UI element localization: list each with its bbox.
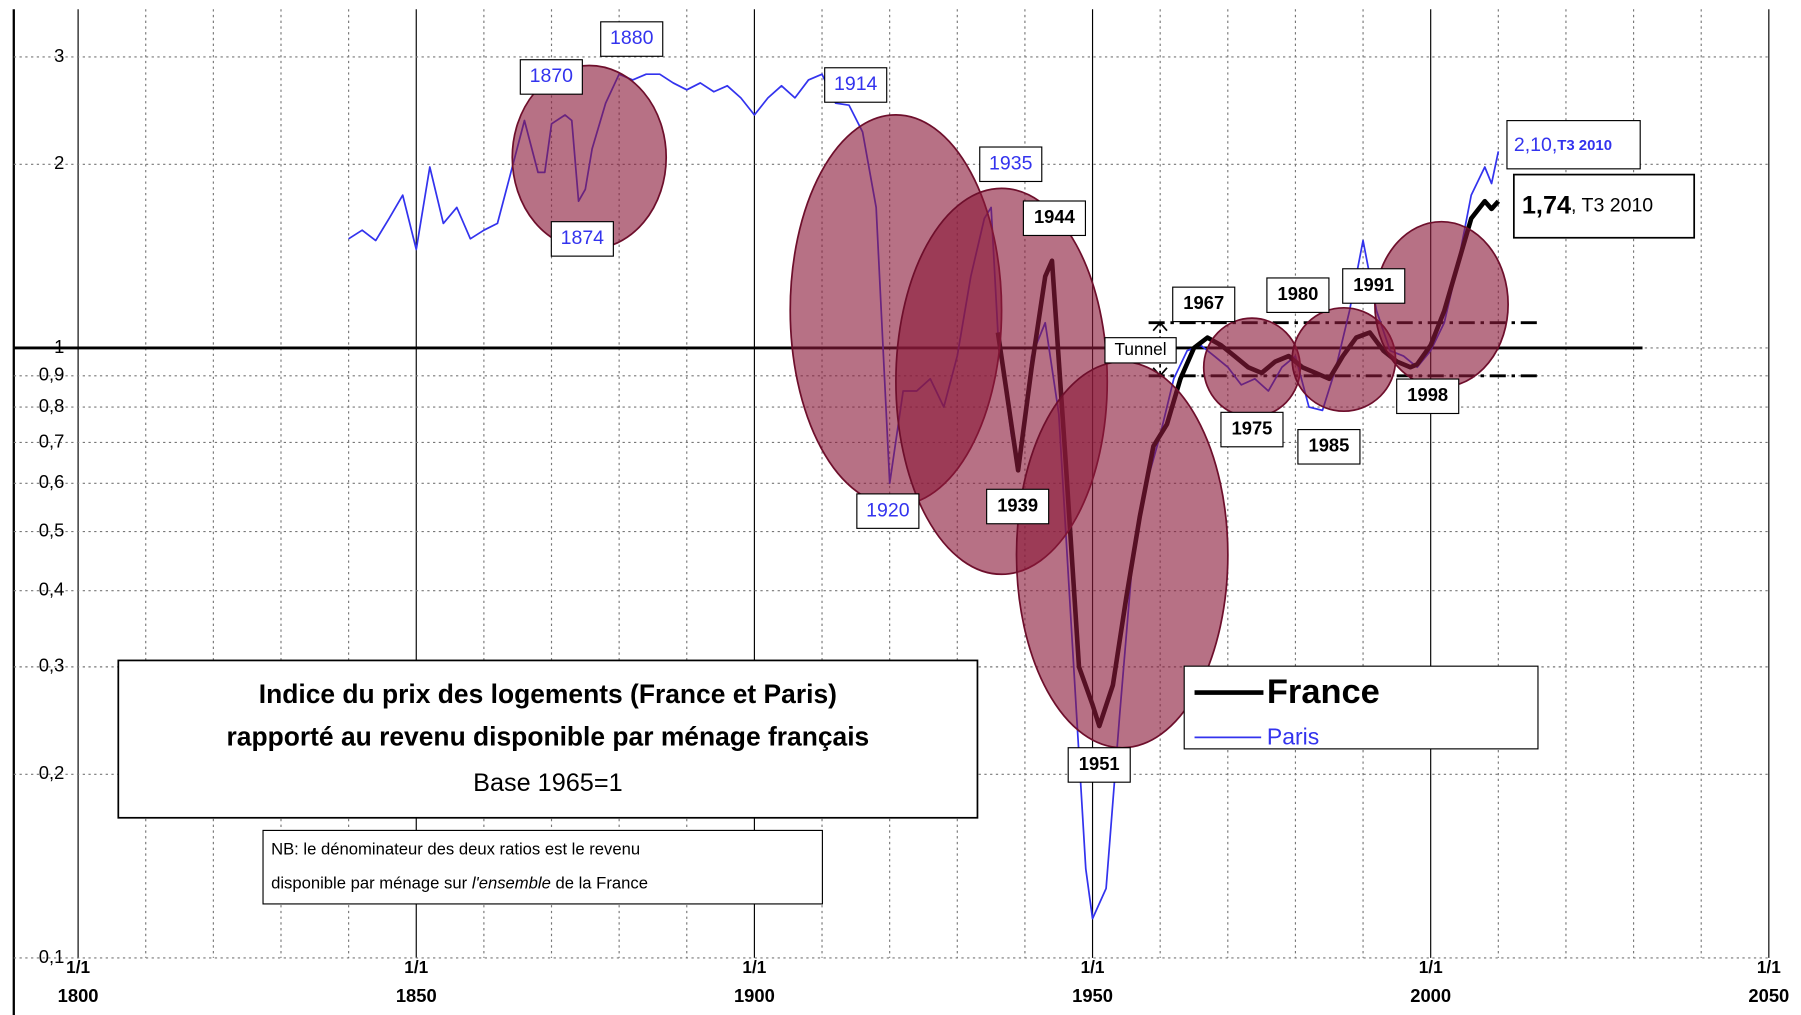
x-tick-label: 1900 bbox=[734, 985, 775, 1006]
note: de la France bbox=[551, 874, 648, 893]
annotation-frame bbox=[1022, 200, 1086, 237]
end-label-frame bbox=[1506, 120, 1641, 170]
y-tick-label: 0,4 bbox=[39, 579, 65, 600]
annotation: 1870 bbox=[530, 65, 574, 87]
annotation: 1967 bbox=[1183, 292, 1224, 313]
x-tick-label: 2000 bbox=[1410, 985, 1451, 1006]
annotation: 1991 bbox=[1353, 274, 1394, 295]
x-tick-prefix: 1/1 bbox=[742, 957, 766, 977]
note: l'ensemble bbox=[472, 874, 551, 893]
annotation-frame bbox=[1266, 277, 1330, 313]
tunnel-label: Tunnel bbox=[1115, 339, 1167, 359]
annotation: 1975 bbox=[1232, 417, 1273, 438]
annotation: 1880 bbox=[610, 27, 654, 49]
annotation-frame bbox=[1297, 428, 1361, 465]
y-tick-label: 2 bbox=[54, 152, 64, 173]
annotation: 1944 bbox=[1034, 206, 1076, 227]
x-tick-prefix: 1/1 bbox=[404, 957, 428, 977]
y-tick-label: 0,3 bbox=[39, 655, 65, 676]
x-tick-label: 2050 bbox=[1748, 985, 1789, 1006]
annotation: 1980 bbox=[1277, 283, 1318, 304]
y-tick-label: 0,6 bbox=[39, 471, 65, 492]
x-tick-prefix: 1/1 bbox=[1419, 957, 1443, 977]
annotation: 1998 bbox=[1407, 384, 1448, 405]
x-tick-prefix: 1/1 bbox=[66, 957, 90, 977]
annotation-frame bbox=[550, 221, 614, 257]
x-tick-label: 1850 bbox=[396, 985, 437, 1006]
x-tick-label: 1800 bbox=[58, 985, 99, 1006]
y-tick-label: 0,2 bbox=[39, 762, 65, 783]
annotation: 1920 bbox=[866, 499, 910, 521]
annotation-frame bbox=[1067, 747, 1131, 783]
annotation-frame bbox=[519, 59, 583, 95]
highlight-ellipses bbox=[511, 64, 1509, 749]
y-tick-label: 0,1 bbox=[39, 946, 65, 967]
ellipse bbox=[1374, 220, 1509, 388]
end-label-value: 2,10, bbox=[1514, 134, 1557, 156]
chart-subtitle: rapporté au revenu disponible par ménage… bbox=[227, 722, 870, 752]
note: disponible par ménage sur l'ensemble de … bbox=[271, 874, 648, 893]
x-tick-prefix: 1/1 bbox=[1757, 957, 1781, 977]
y-tick-label: 0,9 bbox=[39, 364, 65, 385]
legend-label: Paris bbox=[1267, 724, 1319, 750]
annotation-frame bbox=[600, 21, 664, 57]
end-label-frame bbox=[1512, 173, 1696, 239]
annotation-frame bbox=[824, 67, 888, 103]
annotation: 1914 bbox=[834, 73, 878, 95]
annotation-frame bbox=[1396, 378, 1460, 415]
title-box: Indice du prix des logements (France et … bbox=[117, 659, 979, 905]
legend: France Paris bbox=[1183, 665, 1539, 750]
note: disponible par ménage sur bbox=[271, 874, 472, 893]
end-label: 2,10,T3 2010 bbox=[1514, 134, 1612, 156]
labels: 1/118001/118501/119001/119501/120001/120… bbox=[39, 21, 1789, 1006]
note-frame bbox=[262, 829, 823, 905]
annotation-frame bbox=[1220, 411, 1284, 448]
annotation-frame bbox=[986, 488, 1050, 525]
x-tick-prefix: 1/1 bbox=[1081, 957, 1105, 977]
annotation-frame bbox=[1172, 286, 1236, 323]
annotation: 1935 bbox=[989, 152, 1033, 174]
legend-label: France bbox=[1267, 673, 1380, 711]
x-tick-label: 1950 bbox=[1072, 985, 1113, 1006]
annotation: 1939 bbox=[997, 494, 1038, 515]
y-tick-label: 3 bbox=[54, 45, 64, 66]
annotation-frame bbox=[1342, 268, 1406, 304]
annotation: 1985 bbox=[1309, 435, 1350, 456]
annotation-frame bbox=[979, 146, 1043, 183]
y-tick-label: 0,8 bbox=[39, 395, 65, 416]
end-label-value: 1,74 bbox=[1522, 191, 1571, 219]
chart-title: Indice du prix des logements (France et … bbox=[259, 679, 837, 709]
annotation: 1951 bbox=[1079, 753, 1120, 774]
ellipse bbox=[1202, 317, 1302, 418]
annotation-frame bbox=[856, 493, 920, 529]
y-tick-label: 1 bbox=[54, 336, 64, 357]
tunnel-frame bbox=[1104, 337, 1177, 364]
end-label: 1,74, T3 2010 bbox=[1522, 191, 1653, 219]
end-label-period: T3 2010 bbox=[1557, 137, 1612, 154]
base-note: Base 1965=1 bbox=[473, 769, 623, 797]
end-label-period: , T3 2010 bbox=[1571, 195, 1653, 217]
y-tick-label: 0,5 bbox=[39, 519, 65, 540]
y-tick-label: 0,7 bbox=[39, 430, 65, 451]
note: NB: le dénominateur des deux ratios est … bbox=[271, 839, 640, 858]
annotation: 1874 bbox=[561, 227, 605, 249]
title-frame bbox=[117, 659, 979, 819]
legend-frame bbox=[1183, 665, 1539, 750]
